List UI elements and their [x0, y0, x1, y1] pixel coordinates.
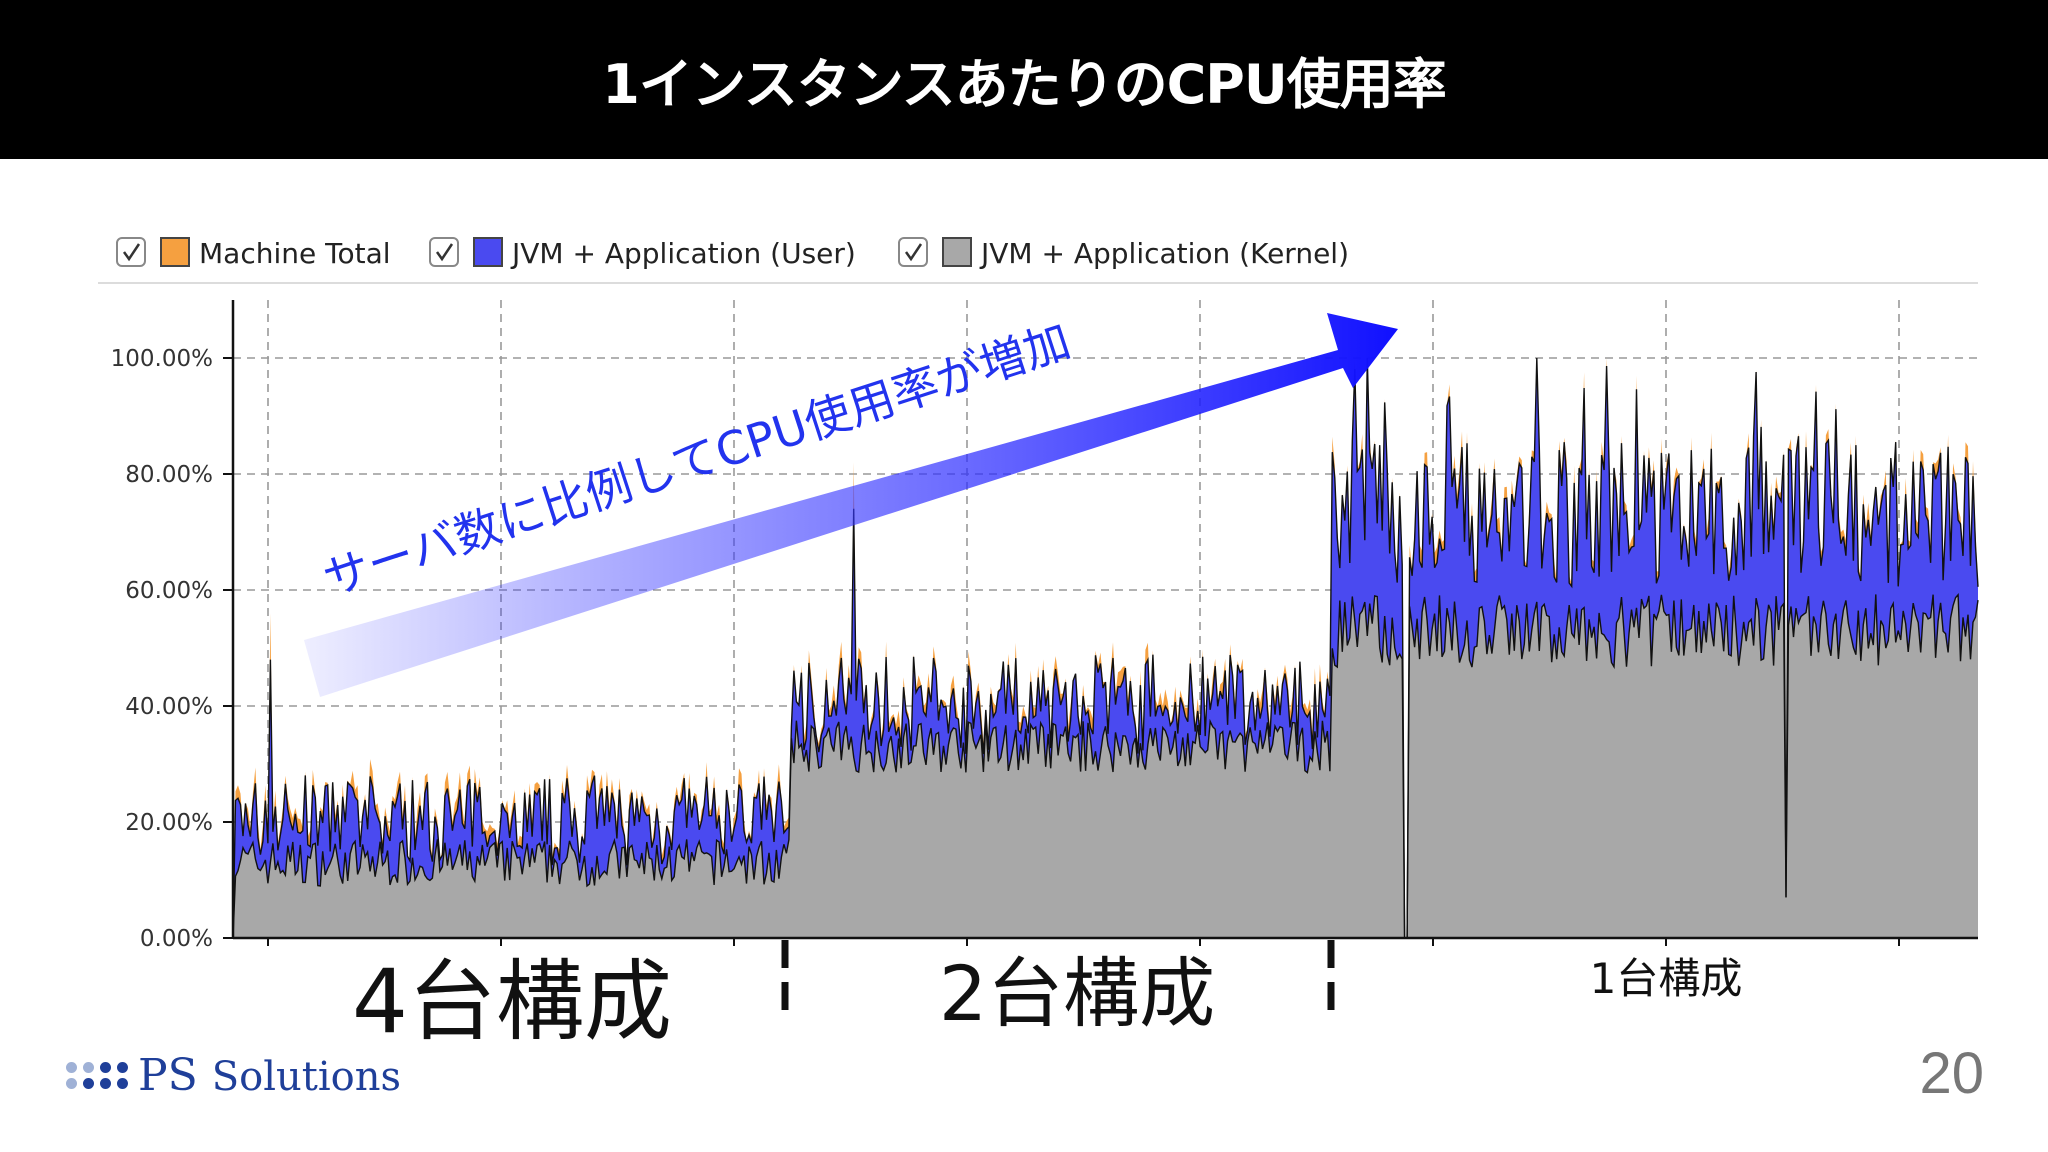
- legend-checkbox-2[interactable]: [429, 237, 459, 267]
- legend-checkbox-1[interactable]: [116, 237, 146, 267]
- checkmark-icon: [122, 243, 141, 262]
- company-logo: PS Solutions: [66, 1050, 401, 1101]
- y-axis-ticks: 0.00% 20.00% 40.00% 60.00% 80.00% 100.00%: [111, 346, 233, 952]
- logo-dots-icon: [66, 1061, 128, 1089]
- title-bar: 1インスタンスあたりのCPU使用率: [0, 0, 2048, 159]
- legend-label-1: Machine Total: [199, 237, 391, 270]
- segment-label-4: 4台構成: [352, 950, 672, 1053]
- series-user-line: [232, 357, 1979, 939]
- increase-arrow-icon: [304, 313, 1398, 697]
- y-tick-label: 60.00%: [125, 578, 213, 604]
- legend-label-3: JVM + Application (Kernel): [979, 237, 1349, 270]
- y-tick-label: 20.00%: [125, 810, 213, 836]
- series-kernel-line: [232, 593, 1979, 939]
- legend-label-2: JVM + Application (User): [510, 237, 856, 270]
- logo-wordmark: PS Solutions: [138, 1050, 401, 1101]
- chart-areas: [232, 357, 1979, 939]
- series-kernel-area: [233, 594, 1978, 938]
- y-tick-label: 80.00%: [125, 462, 213, 488]
- legend-swatch-2: [473, 237, 503, 267]
- chart-legend: Machine Total JVM + Application (User) JVM…: [116, 237, 1349, 270]
- y-tick-label: 100.00%: [111, 346, 213, 372]
- logo-mark: PS: [138, 1049, 198, 1101]
- legend-swatch-3: [942, 237, 972, 267]
- segment-label-2: 2台構成: [939, 949, 1215, 1038]
- chart-axes: [231, 300, 1978, 946]
- checkmark-icon: [904, 243, 923, 262]
- increase-annotation: サーバ数に比例してCPU使用率が増加: [304, 313, 1398, 697]
- legend-checkbox-3[interactable]: [898, 237, 928, 267]
- y-tick-label: 0.00%: [140, 926, 213, 952]
- legend-swatch-1: [160, 237, 190, 267]
- page-number: 20: [1919, 1041, 1984, 1106]
- logo-text: Solutions: [211, 1053, 402, 1100]
- segment-label-1: 1台構成: [1590, 954, 1743, 1003]
- slide-title: 1インスタンスあたりのCPU使用率: [602, 53, 1446, 116]
- y-tick-label: 40.00%: [125, 694, 213, 720]
- checkmark-icon: [435, 243, 454, 262]
